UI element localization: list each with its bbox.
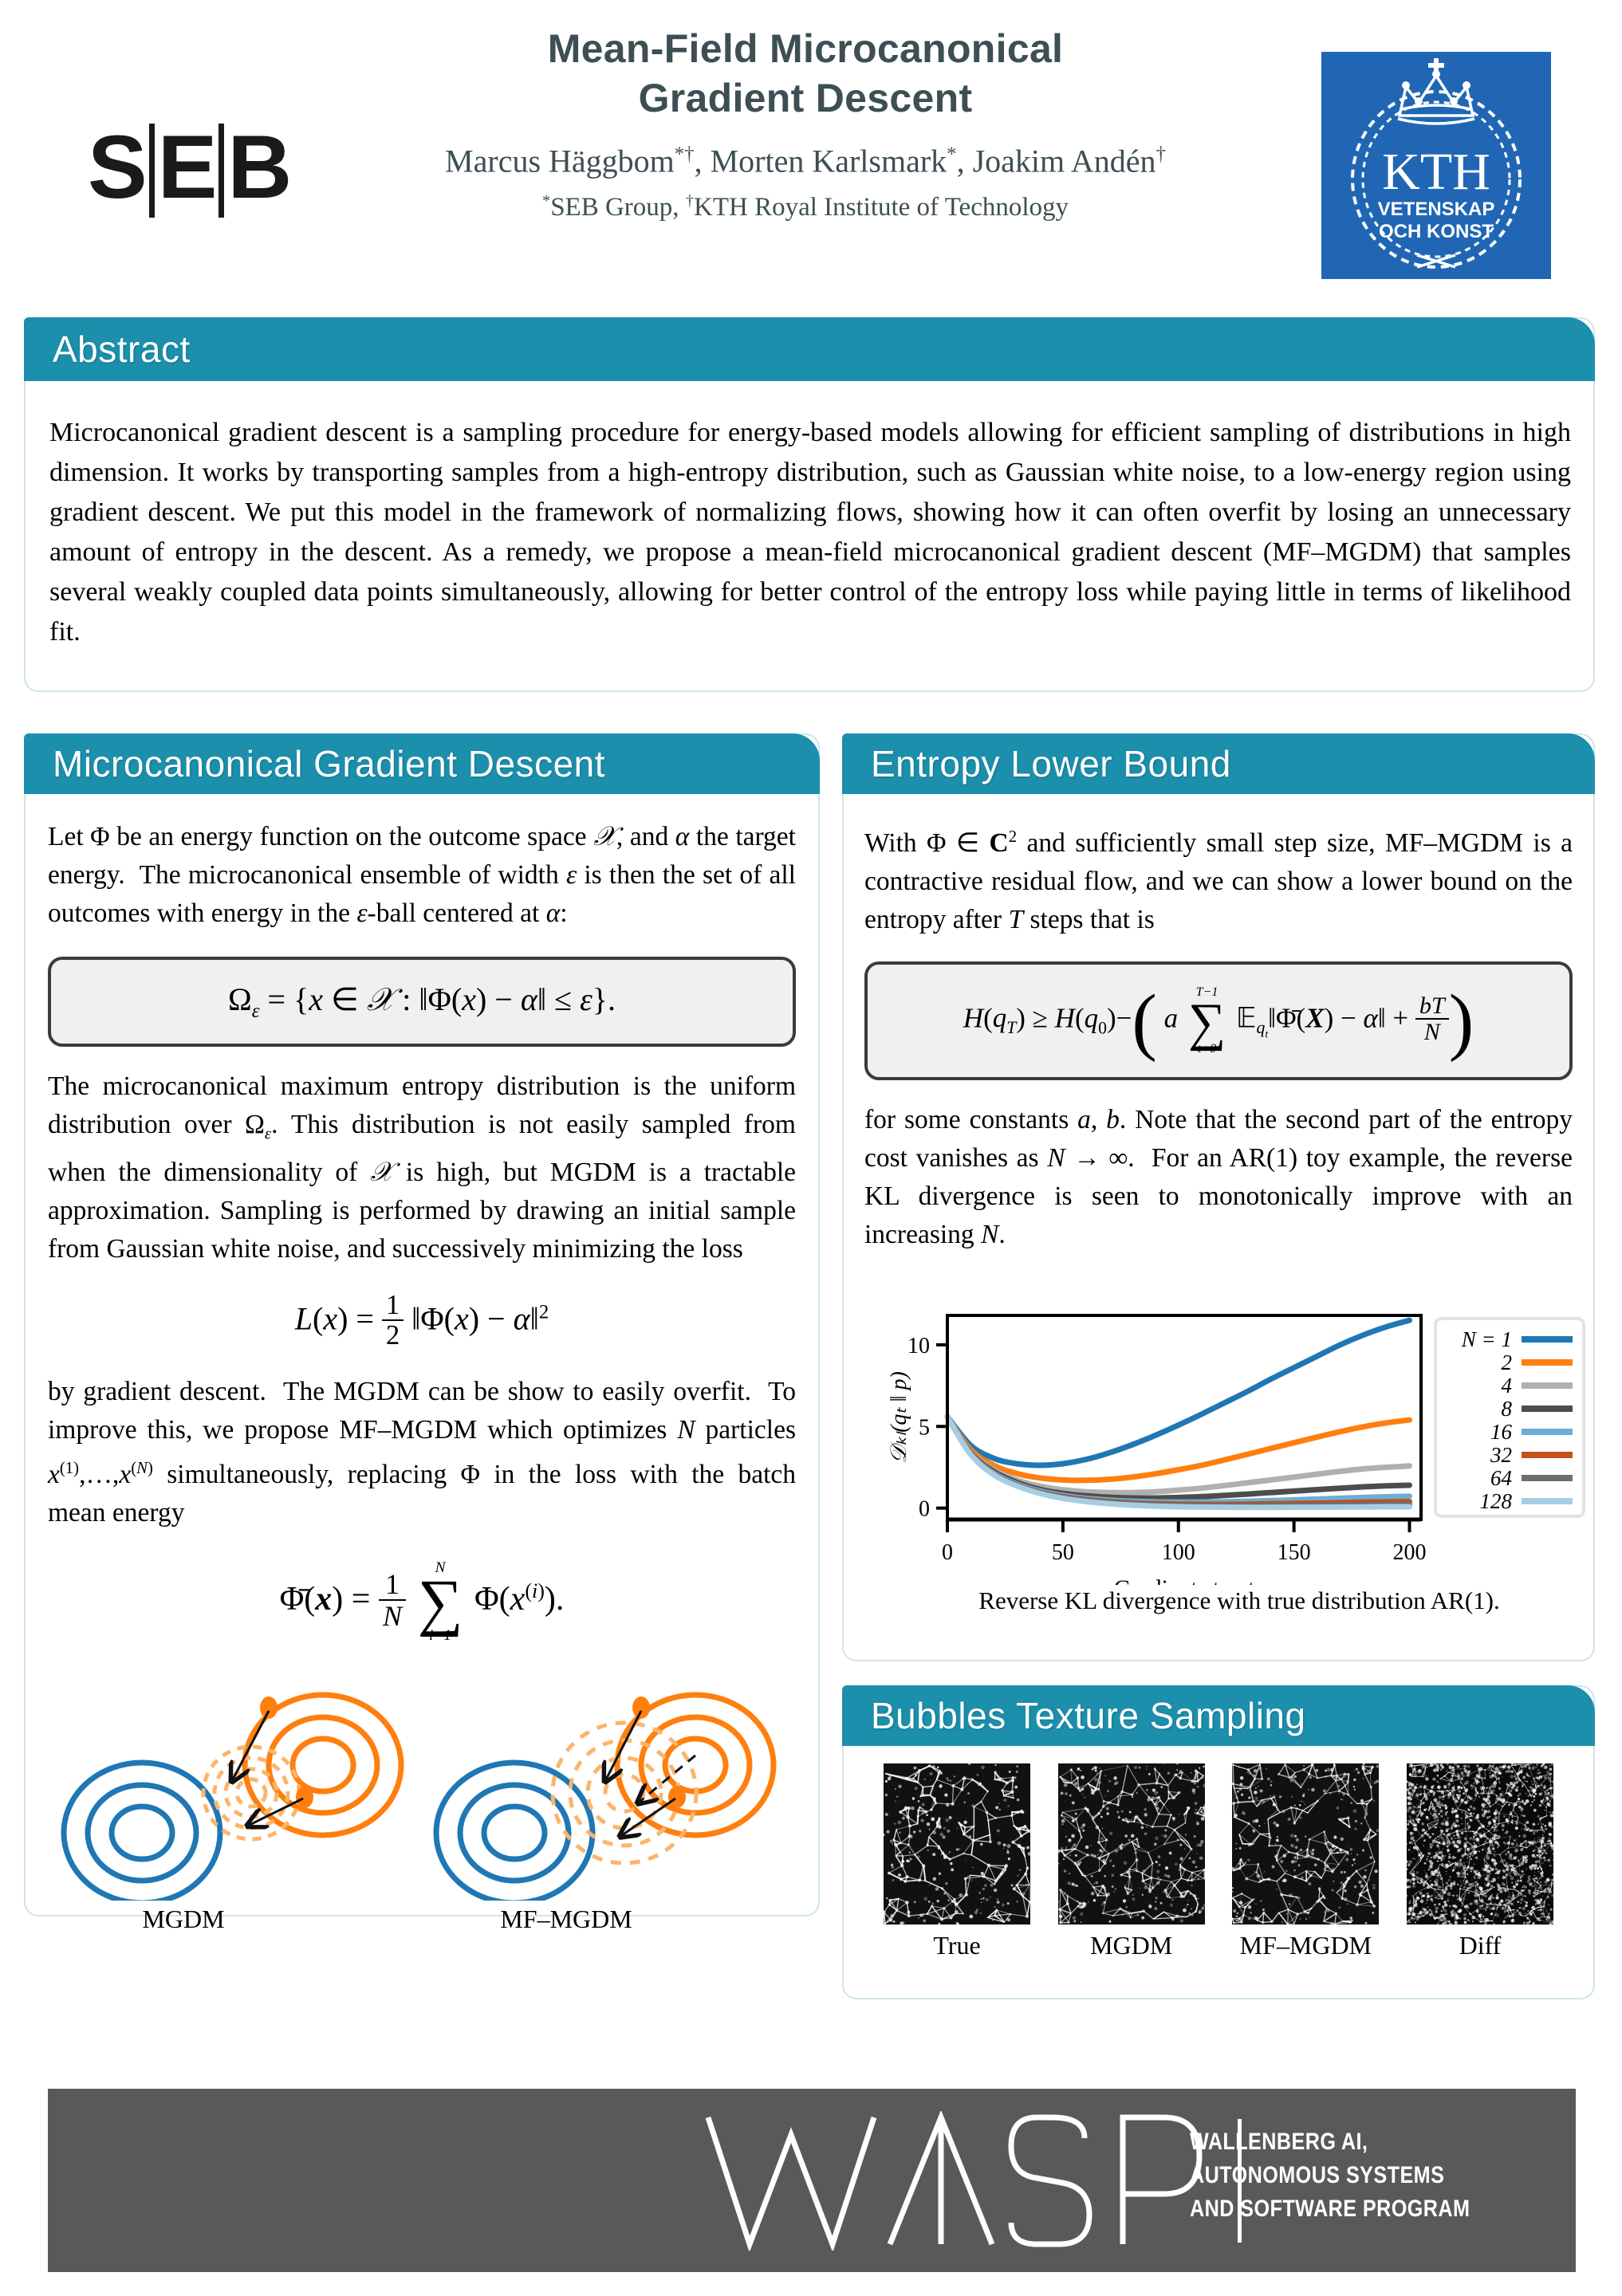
bubbles-body: True MGDM MF–MGDM Diff	[864, 1763, 1573, 1960]
wasp-sub-line-3: AND SOFTWARE PROGRAM	[1190, 2196, 1470, 2222]
title-line-2: Gradient Descent	[638, 76, 973, 120]
energy-landscape-diagram-icon	[61, 1692, 777, 1906]
elb-heading: Entropy Lower Bound	[871, 743, 1231, 784]
mgd-paragraph-3: by gradient descent. The MGDM can be sho…	[48, 1376, 796, 1527]
svg-text:100: 100	[1162, 1540, 1195, 1565]
abstract-panel: Abstract Microcanonical gradient descent…	[24, 317, 1595, 692]
kth-logo: KTH VETENSKAP OCH KONST	[1321, 52, 1551, 279]
wasp-sub-line-2: AUTONOMOUS SYSTEMS	[1190, 2162, 1445, 2188]
entropy-bound-equation: H(qT) ≥ H(q0)−( a T−1 ∑ t=0 𝔼qt‖Φ̄(X) − α‖…	[864, 961, 1573, 1080]
mgdm-comparison-diagram: MGDM MF–MGDM	[48, 1661, 796, 1934]
bubbles-heading: Bubbles Texture Sampling	[871, 1695, 1306, 1736]
svg-text:32: 32	[1490, 1443, 1512, 1467]
poster-footer: WALLENBERG AI, AUTONOMOUS SYSTEMS AND SO…	[48, 2089, 1576, 2272]
texture-label: MF–MGDM	[1239, 1931, 1372, 1960]
mgd-header: Microcanonical Gradient Descent	[24, 733, 820, 794]
texture-cell: Diff	[1406, 1763, 1553, 1960]
svg-text:16: 16	[1490, 1420, 1513, 1444]
texture-label: Diff	[1459, 1931, 1502, 1960]
svg-text:5: 5	[919, 1415, 930, 1440]
wasp-sub-line-1: WALLENBERG AI,	[1190, 2129, 1368, 2155]
svg-text:0: 0	[942, 1540, 953, 1565]
svg-text:𝒟ₖₗ(qₜ ‖ p): 𝒟ₖₗ(qₜ ‖ p)	[887, 1371, 911, 1464]
elb-header: Entropy Lower Bound	[842, 733, 1595, 794]
bubbles-header: Bubbles Texture Sampling	[842, 1685, 1595, 1746]
texture-image-mf-mgdm	[1232, 1763, 1380, 1924]
bubbles-texture-sampling-panel: Bubbles Texture Sampling True MGDM MF–MG…	[842, 1685, 1595, 1999]
microcanonical-gradient-descent-panel: Microcanonical Gradient Descent Let Φ be…	[24, 733, 820, 1933]
svg-text:4: 4	[1502, 1374, 1513, 1398]
elb-paragraph-2: for some constants a, b. Note that the s…	[864, 1104, 1573, 1249]
elb-paragraph-1: With Φ ∈ C2 and sufficiently small step …	[864, 828, 1573, 935]
kth-crest-icon: KTH VETENSKAP OCH KONST	[1351, 58, 1522, 269]
svg-text:150: 150	[1278, 1540, 1311, 1565]
chart-caption: Reverse KL divergence with true distribu…	[978, 1586, 1500, 1614]
diagram-label-mf-mgdm: MF–MGDM	[500, 1905, 632, 1934]
svg-text:64: 64	[1490, 1466, 1512, 1490]
svg-text:8: 8	[1502, 1397, 1513, 1421]
mgd-body: Let Φ be an energy function on the outco…	[48, 818, 796, 1934]
svg-text:VETENSKAP: VETENSKAP	[1378, 199, 1495, 220]
svg-text:128: 128	[1480, 1489, 1513, 1513]
seb-logo-divider	[218, 124, 225, 218]
wasp-logo	[705, 2111, 1242, 2251]
mgd-paragraph-1: Let Φ be an energy function on the outco…	[48, 822, 796, 928]
diagram-label-mgdm: MGDM	[142, 1905, 225, 1934]
abstract-header: Abstract	[24, 317, 1595, 381]
affiliations-line: *SEB Group, †KTH Royal Institute of Tech…	[541, 192, 1069, 222]
entropy-lower-bound-panel: Entropy Lower Bound With Φ ∈ C2 and suff…	[842, 733, 1595, 1661]
abstract-text: Microcanonical gradient descent is a sam…	[49, 418, 1571, 647]
title-line-1: Mean-Field Microcanonical	[547, 26, 1064, 71]
svg-text:200: 200	[1393, 1540, 1427, 1565]
abstract-body: Microcanonical gradient descent is a sam…	[49, 413, 1571, 652]
svg-text:10: 10	[907, 1334, 930, 1358]
svg-text:50: 50	[1052, 1540, 1074, 1565]
mgd-heading: Microcanonical Gradient Descent	[53, 743, 606, 784]
mgd-paragraph-2: The microcanonical maximum entropy distr…	[48, 1071, 797, 1264]
texture-cell: MGDM	[1057, 1763, 1205, 1960]
title-block: Mean-Field Microcanonical Gradient Desce…	[303, 24, 1308, 223]
seb-logo-divider	[148, 124, 155, 218]
wasp-subtitle: WALLENBERG AI, AUTONOMOUS SYSTEMS AND SO…	[1190, 2125, 1470, 2226]
svg-text:Gradient step t: Gradient step t	[1114, 1575, 1255, 1585]
elb-body: With Φ ∈ C2 and sufficiently small step …	[864, 818, 1585, 1614]
texture-image-diff	[1406, 1763, 1553, 1924]
texture-label: MGDM	[1090, 1931, 1173, 1960]
svg-text:0: 0	[919, 1497, 930, 1522]
omega-definition-equation: Ωε = {x ∈ 𝒳 : ‖Φ(x) − α‖ ≤ ε}.	[48, 957, 796, 1047]
svg-text:2: 2	[1502, 1350, 1513, 1374]
page-title: Mean-Field Microcanonical Gradient Desce…	[303, 24, 1308, 123]
texture-image-true	[884, 1763, 1030, 1924]
texture-label: True	[933, 1931, 981, 1960]
abstract-heading: Abstract	[53, 328, 191, 370]
svg-text:OCH KONST: OCH KONST	[1379, 221, 1494, 242]
texture-cell: MF–MGDM	[1232, 1763, 1380, 1960]
texture-cell: True	[884, 1763, 1030, 1960]
svg-text:N = 1: N = 1	[1461, 1327, 1512, 1351]
texture-image-mgdm	[1057, 1763, 1205, 1924]
svg-text:KTH: KTH	[1382, 143, 1490, 201]
texture-image-row: True MGDM MF–MGDM Diff	[864, 1763, 1573, 1960]
authors-line: Marcus Häggbom*†, Morten Karlsmark*, Joa…	[445, 143, 1166, 179]
